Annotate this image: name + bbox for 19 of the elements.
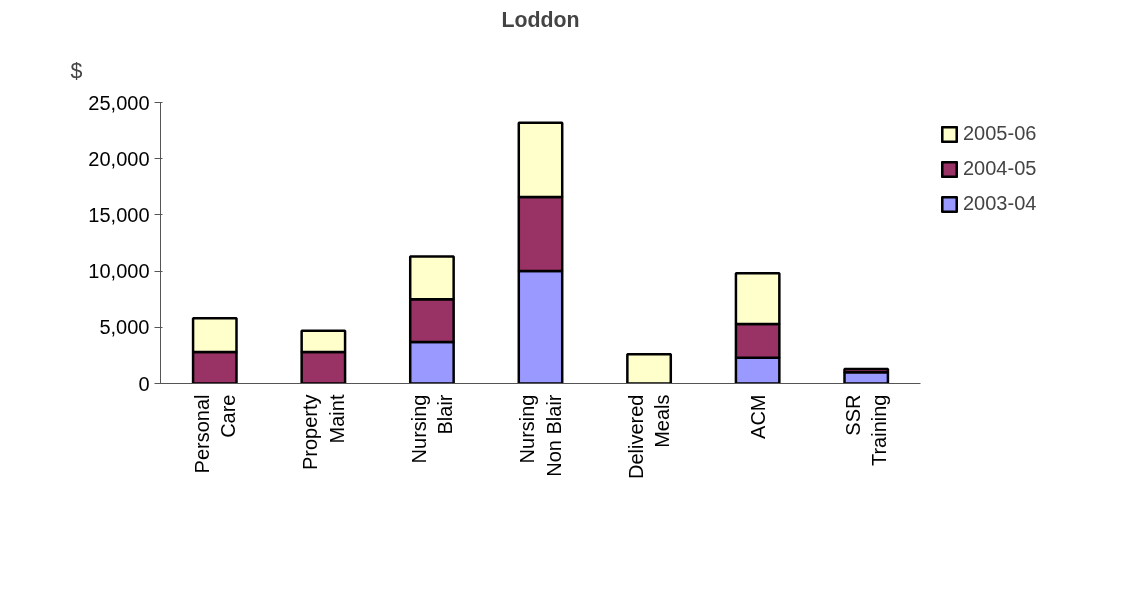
y-tick-label: 25,000: [88, 91, 150, 114]
legend-label: 2003-04: [963, 192, 1037, 215]
x-tick-label: ACM: [746, 394, 769, 439]
y-tick-label: 10,000: [88, 260, 150, 283]
x-tick-label: SSR Training: [842, 394, 891, 467]
y-tick-label: 20,000: [88, 147, 150, 170]
y-tick-label: 5,000: [99, 316, 150, 339]
x-tick-label: Personal Care: [190, 394, 239, 474]
legend-label: 2005-06: [963, 122, 1037, 145]
y-tick-label: 0: [138, 372, 150, 395]
legend-label: 2004-05: [963, 157, 1037, 180]
bar: [626, 353, 673, 384]
x-tick-label: Nursing Blair: [407, 394, 457, 464]
y-tick-label: 15,000: [88, 203, 150, 226]
chart-title: Loddon: [501, 7, 580, 32]
y-axis-title: $: [70, 58, 83, 83]
x-tick-label: Nursing Non Blair: [516, 394, 565, 477]
x-tick-label: Delivered Meals: [624, 394, 674, 479]
x-tick-label: Property Maint: [299, 394, 348, 471]
